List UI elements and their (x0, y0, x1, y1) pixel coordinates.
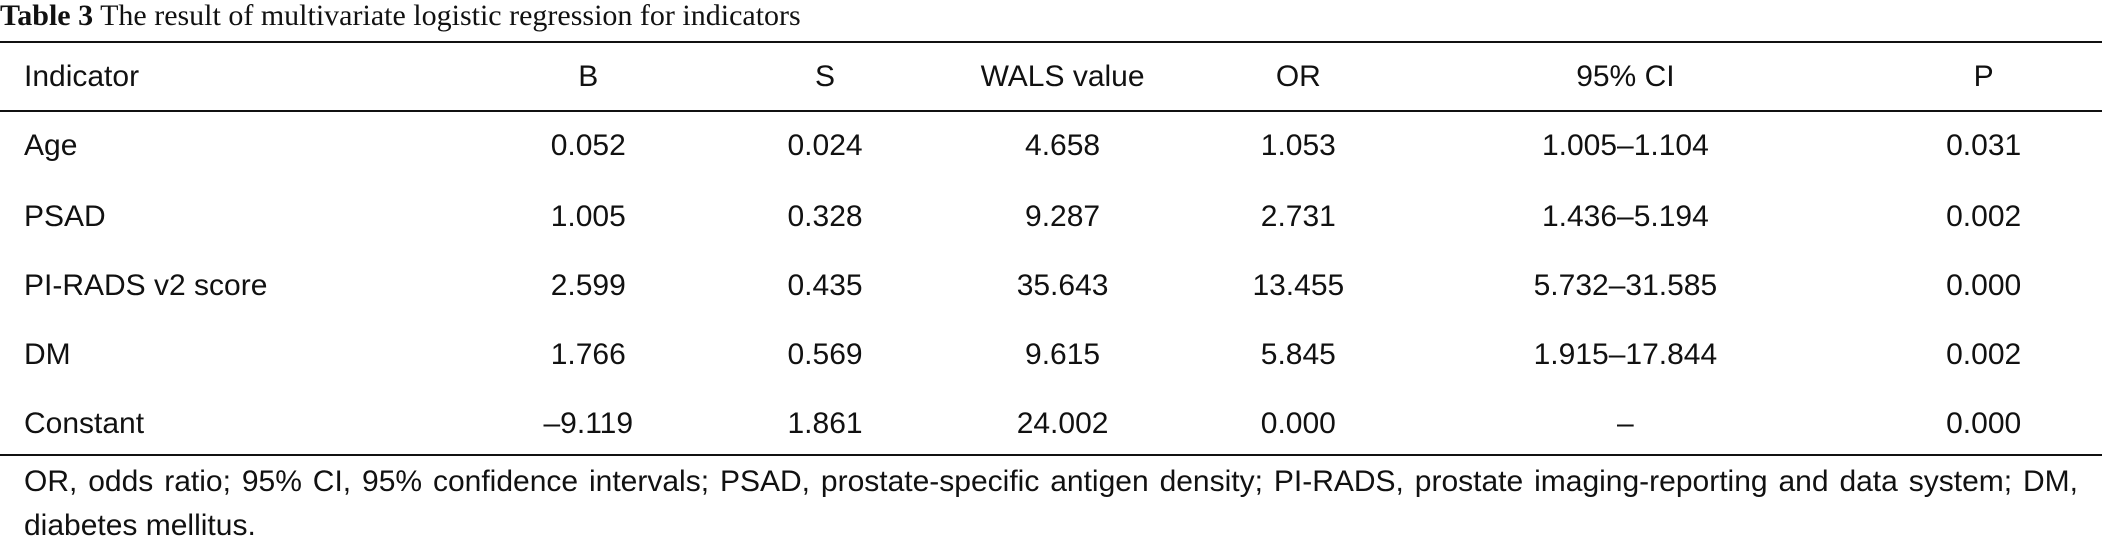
cell-wals-value: 24.002 (1016, 406, 1109, 440)
cell-p: 0.000 (1946, 268, 2022, 302)
cell-s: 0.435 (787, 268, 863, 302)
cell-indicator: PI-RADS v2 score (24, 268, 268, 302)
cell-or: 1.053 (1260, 129, 1336, 162)
cell-p: 0.002 (1946, 199, 2022, 233)
table-row: PI-RADS v2 score 2.599 0.435 35.643 13.4… (0, 251, 2102, 320)
table-header-rule (0, 110, 2102, 112)
cell-b: 2.599 (550, 268, 626, 302)
table-row: Constant –9.119 1.861 24.002 0.000 – 0.0… (0, 389, 2102, 458)
cell-b: 1.005 (550, 199, 626, 233)
cell-95-ci: 1.005–1.104 (1541, 129, 1709, 162)
cell-s: 0.569 (787, 337, 863, 371)
cell-95-ci: 1.436–5.194 (1541, 199, 1709, 233)
table-bottom-rule (0, 454, 2102, 456)
table-header-row: Indicator B S WALS value OR 95% CI P (0, 43, 2102, 110)
table-caption-label: Table 3 (0, 0, 94, 32)
cell-indicator: DM (24, 337, 71, 371)
cell-b: 0.052 (550, 129, 626, 162)
cell-or: 13.455 (1252, 268, 1345, 302)
cell-or: 2.731 (1260, 199, 1336, 233)
cell-95-ci: 5.732–31.585 (1533, 268, 1718, 302)
cell-p: 0.000 (1946, 406, 2022, 440)
cell-wals-value: 9.287 (1025, 199, 1101, 233)
cell-s: 0.328 (787, 199, 863, 233)
table-row: PSAD 1.005 0.328 9.287 2.731 1.436–5.194… (0, 182, 2102, 251)
cell-s: 0.024 (787, 129, 863, 162)
table-top-rule (0, 41, 2102, 43)
header-or: OR (1275, 59, 1321, 93)
cell-indicator: PSAD (24, 199, 106, 233)
cell-wals-value: 9.615 (1025, 337, 1101, 371)
cell-indicator: Constant (24, 406, 145, 440)
header-p: P (1973, 59, 1994, 93)
cell-s: 1.861 (787, 406, 863, 440)
header-95-ci: 95% CI (1576, 59, 1675, 93)
cell-wals-value: 35.643 (1016, 268, 1109, 302)
cell-indicator: Age (24, 129, 78, 162)
header-b: B (578, 59, 599, 93)
cell-95-ci: – (1617, 406, 1634, 440)
header-wals-value: WALS value (980, 59, 1145, 93)
header-s: S (815, 59, 836, 93)
table-caption-text: The result of multivariate logistic regr… (100, 0, 801, 32)
table-footnote: OR, odds ratio; 95% CI, 95% confidence i… (24, 465, 2078, 542)
cell-or: 5.845 (1260, 337, 1336, 371)
cell-wals-value: 4.658 (1025, 129, 1101, 162)
table-caption: Table 3 The result of multivariate logis… (0, 0, 801, 40)
cell-or: 0.000 (1260, 406, 1336, 440)
table-row: DM 1.766 0.569 9.615 5.845 1.915–17.844 … (0, 320, 2102, 389)
cell-b: –9.119 (543, 406, 634, 440)
cell-p: 0.031 (1946, 129, 2022, 162)
cell-b: 1.766 (550, 337, 626, 371)
table-row: Age 0.052 0.024 4.658 1.053 1.005–1.104 … (0, 110, 2102, 182)
regression-table: Indicator B S WALS value OR 95% CI P Age… (0, 43, 2102, 458)
cell-95-ci: 1.915–17.844 (1533, 337, 1718, 371)
cell-p: 0.002 (1946, 337, 2022, 371)
header-indicator: Indicator (24, 59, 140, 93)
